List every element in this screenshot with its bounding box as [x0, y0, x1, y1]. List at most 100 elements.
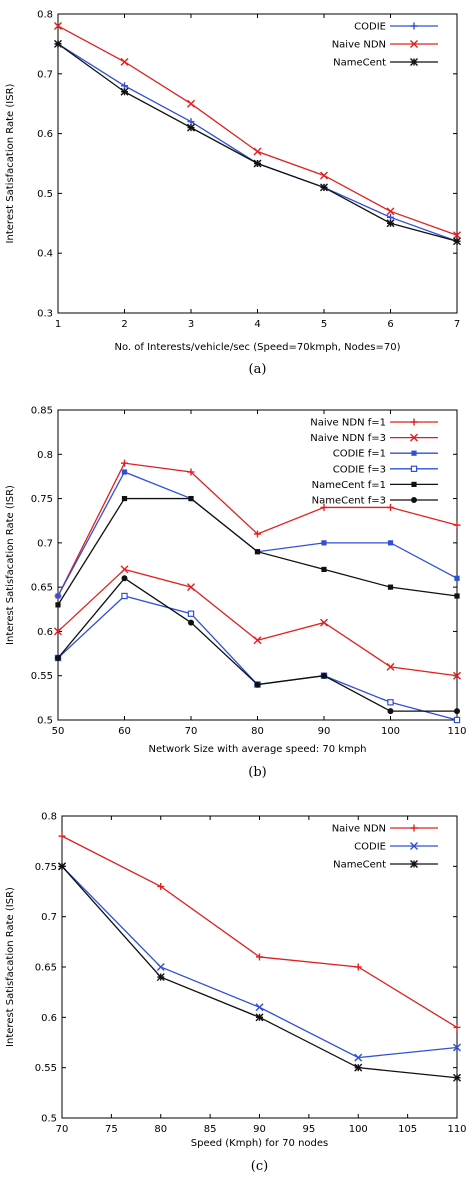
- marker: [387, 584, 394, 590]
- data-point: [188, 495, 194, 502]
- marker-b: [253, 159, 262, 168]
- y-axis-title: Interest Satisfacation Rate (ISR): [5, 83, 16, 243]
- x-tick-label: 110: [447, 1124, 466, 1135]
- legend-marker: [411, 450, 417, 456]
- x-tick-label: 90: [318, 726, 331, 737]
- y-tick-label: 0.8: [41, 812, 57, 823]
- marker: [254, 549, 261, 555]
- data-point: [121, 575, 128, 582]
- data-point: [58, 832, 66, 840]
- data-point: [387, 708, 394, 715]
- legend-label: NameCent f=3: [312, 496, 386, 507]
- y-tick-label: 0.7: [41, 912, 57, 923]
- x-tick-label: 50: [52, 726, 65, 737]
- marker-b: [255, 1003, 264, 1012]
- x-tick-label: 100: [381, 726, 400, 737]
- marker: [55, 602, 61, 608]
- data-point: [187, 468, 195, 476]
- x-tick-label: 105: [398, 1124, 417, 1135]
- marker-b: [410, 40, 418, 48]
- marker: [411, 481, 417, 487]
- y-tick-label: 0.8: [37, 450, 53, 461]
- data-point: [320, 503, 328, 511]
- figure-caption: (b): [248, 765, 266, 780]
- data-point: [187, 99, 195, 108]
- series-line: [57, 577, 457, 712]
- x-tick-label: 95: [303, 1124, 316, 1135]
- marker-b: [386, 219, 395, 228]
- x-tick-label: 70: [56, 1124, 69, 1135]
- data-point: [454, 575, 460, 581]
- plot-frame: [61, 815, 458, 1119]
- series-line: [57, 43, 458, 242]
- data-point: [121, 459, 128, 467]
- data-point: [387, 699, 394, 706]
- legend-entry: Naive NDN: [332, 824, 438, 835]
- marker-b: [54, 21, 62, 30]
- x-tick-label: 90: [253, 1124, 266, 1135]
- marker: [321, 540, 327, 546]
- marker: [55, 593, 61, 599]
- y-tick-label: 0.4: [37, 249, 53, 260]
- marker-b: [410, 58, 418, 66]
- x-tick-label: 110: [447, 726, 466, 737]
- data-point: [120, 87, 129, 96]
- x-axis-title: Speed (Kmph) for 70 nodes: [191, 1138, 329, 1149]
- data-point: [386, 207, 395, 216]
- data-point: [254, 530, 261, 538]
- data-point: [453, 237, 461, 246]
- marker-b: [54, 39, 62, 48]
- data-point: [321, 566, 327, 573]
- x-tick-label: 2: [121, 319, 127, 330]
- data-point: [453, 716, 461, 724]
- marker: [254, 681, 261, 688]
- legend-label: CODIE: [354, 22, 386, 33]
- x-axis-title: No. of Interests/vehicle/sec (Speed=70km…: [115, 342, 401, 353]
- data-point: [187, 583, 195, 592]
- data-point: [354, 1053, 363, 1062]
- legend-marker: [410, 22, 418, 30]
- data-point: [121, 82, 128, 90]
- marker-b: [58, 862, 66, 871]
- legend-marker: [411, 481, 417, 487]
- data-point: [453, 231, 461, 240]
- legend-label: Naive NDN f=1: [310, 418, 386, 429]
- data-point: [120, 565, 129, 574]
- legend-entry: CODIE: [354, 22, 438, 33]
- legend-label: Naive NDN: [332, 824, 386, 835]
- y-tick-label: 0.65: [35, 963, 57, 974]
- x-tick-label: 1: [55, 319, 61, 330]
- data-point: [454, 708, 460, 715]
- legend-marker: [410, 465, 418, 473]
- marker-b: [453, 671, 461, 680]
- data-point: [453, 1073, 461, 1082]
- series-line: [61, 865, 458, 1059]
- marker-b: [120, 565, 129, 574]
- marker-b: [354, 1053, 363, 1062]
- legend-label: Naive NDN: [332, 40, 386, 51]
- marker: [121, 495, 128, 502]
- x-tick-label: 80: [154, 1124, 167, 1135]
- marker: [387, 708, 394, 715]
- data-point: [253, 147, 262, 156]
- x-tick-label: 5: [321, 319, 327, 330]
- marker-b: [453, 237, 461, 246]
- marker-b: [320, 183, 328, 192]
- marker-b: [156, 963, 165, 971]
- legend-marker: [410, 418, 418, 426]
- data-point: [120, 57, 129, 66]
- marker: [411, 450, 417, 456]
- data-point: [255, 1013, 264, 1022]
- marker-b: [120, 57, 129, 66]
- legend-label: Naive NDN f=3: [310, 433, 386, 444]
- marker: [454, 708, 460, 715]
- marker: [387, 699, 394, 706]
- y-tick-label: 0.5: [41, 1114, 57, 1125]
- data-point: [187, 118, 195, 126]
- y-tick-label: 0.75: [31, 494, 53, 505]
- data-point: [58, 862, 66, 871]
- x-tick-label: 80: [251, 726, 264, 737]
- marker: [121, 592, 128, 600]
- marker-b: [187, 123, 195, 132]
